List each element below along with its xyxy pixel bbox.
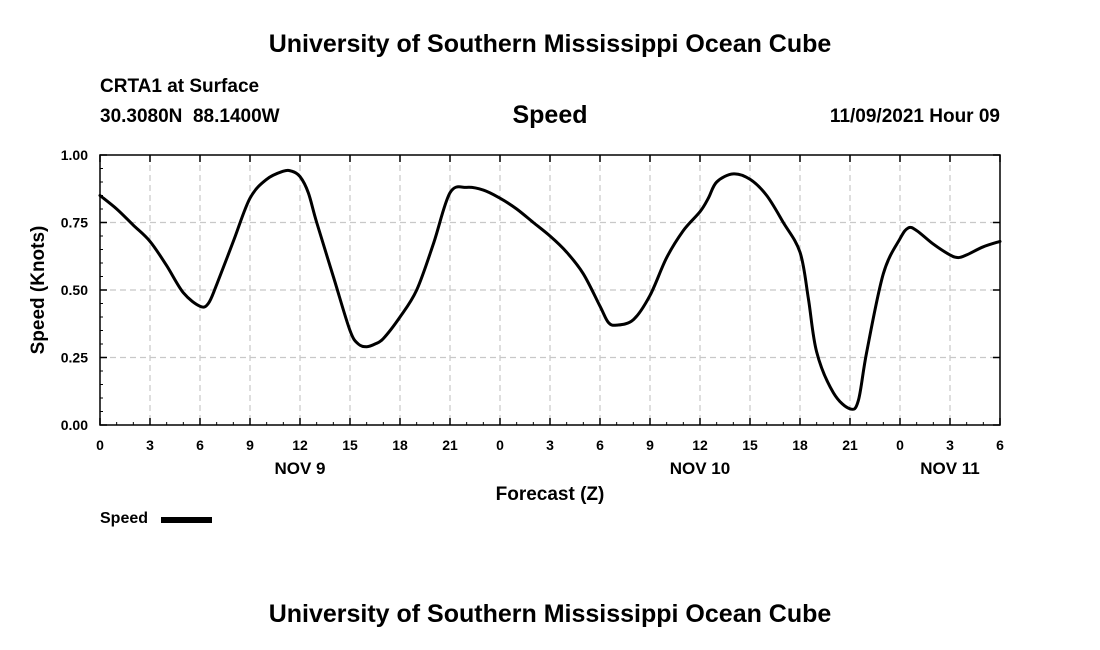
variable-heading: Speed	[512, 101, 588, 129]
x-tick-label: 6	[596, 437, 604, 453]
date-label: NOV 11	[920, 459, 980, 478]
ticks-layer: 0 3 6 9 12 15 18 21 0 3 6 9 12 15 18 21 0 3 6 0.00 0.25 0.50 0…	[61, 147, 1004, 478]
x-tick-label: 3	[146, 437, 154, 453]
x-tick-label: 9	[646, 437, 654, 453]
x-tick-label: 21	[442, 437, 458, 453]
x-tick-label: 3	[546, 437, 554, 453]
x-tick-label: 3	[946, 437, 954, 453]
y-tick-label: 0.75	[61, 215, 88, 231]
grid-layer	[100, 154, 1000, 425]
x-tick-label: 6	[196, 437, 204, 453]
y-tick-label: 0.00	[61, 417, 88, 433]
y-axis-label: Speed (Knots)	[28, 226, 49, 355]
footer-title: University of Southern Mississippi Ocean…	[268, 600, 832, 628]
x-tick-label: 0	[96, 437, 104, 453]
y-tick-label: 0.50	[61, 282, 88, 298]
x-tick-label: 18	[392, 437, 408, 453]
x-tick-label: 9	[246, 437, 254, 453]
x-tick-label: 6	[996, 437, 1004, 453]
series-layer	[98, 168, 1002, 411]
x-tick-label: 12	[692, 437, 708, 453]
station-label: CRTA1 at Surface	[100, 76, 260, 97]
x-tick-label: 18	[792, 437, 808, 453]
x-tick-label: 0	[496, 437, 504, 453]
x-axis-label: Forecast (Z)	[496, 484, 605, 505]
coordinates-label: 30.3080N 88.1400W	[100, 106, 280, 127]
issued-datetime: 11/09/2021 Hour 09	[829, 106, 1000, 127]
page-title: University of Southern Mississippi Ocean…	[268, 30, 832, 58]
x-tick-label: 0	[896, 437, 904, 453]
y-tick-label: 1.00	[61, 147, 88, 163]
date-label: NOV 9	[274, 459, 325, 478]
legend-label: Speed	[100, 510, 149, 527]
x-tick-label: 15	[742, 437, 758, 453]
x-tick-label: 15	[342, 437, 358, 453]
y-tick-label: 0.25	[61, 350, 88, 366]
date-label: NOV 10	[670, 459, 730, 478]
x-tick-label: 12	[292, 437, 308, 453]
speed-series-line	[98, 168, 1002, 411]
legend-swatch	[161, 517, 212, 523]
x-tick-label: 21	[842, 437, 858, 453]
